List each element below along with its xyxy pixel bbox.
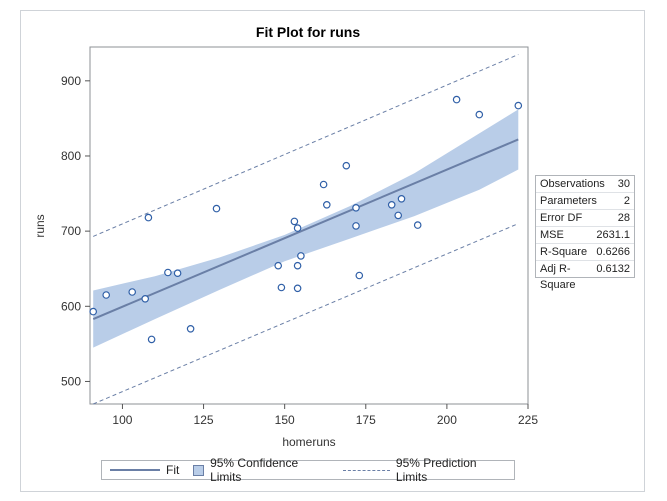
fit-statistic-row: Observations 30: [536, 176, 634, 192]
legend-confidence-swatch: [193, 464, 205, 476]
x-tick-label: 200: [437, 413, 457, 427]
y-tick-label: 700: [61, 224, 81, 238]
fit-statistic-value: 2: [623, 195, 630, 207]
prediction-limit-upper: [93, 54, 519, 237]
data-point: [413, 221, 422, 229]
fit-statistic-label: Error DF: [540, 212, 583, 224]
data-point: [89, 307, 98, 316]
y-tick-label: 500: [61, 374, 81, 388]
fit-statistic-value: 0.6132: [596, 263, 630, 275]
data-point: [352, 222, 360, 230]
data-points-layer: [89, 95, 523, 344]
fit-statistic-label: Parameters: [540, 195, 597, 207]
fit-statistic-row: Adj R-Square 0.6132: [536, 260, 634, 291]
data-point: [514, 101, 523, 110]
legend-prediction-label: 95% Prediction Limits: [395, 456, 477, 484]
fit-statistic-row: MSE 2631.1: [536, 226, 634, 243]
fit-statistic-row: Parameters 2: [536, 192, 634, 209]
prediction-limits-layer: [93, 54, 519, 405]
data-point: [387, 201, 396, 209]
fit-line-layer: [92, 138, 519, 320]
fit-statistic-label: MSE: [540, 229, 564, 241]
y-tick-label: 600: [61, 299, 81, 313]
data-point: [319, 180, 328, 189]
legend-fit-label: Fit: [166, 463, 180, 477]
data-point: [293, 284, 302, 293]
chart-title: Fit Plot for runs: [256, 24, 360, 40]
fit-statistic-value: 2631.1: [596, 229, 630, 241]
data-point: [342, 161, 351, 170]
x-tick-label: 100: [112, 413, 132, 427]
legend-item-confidence: 95% Confidence Limits: [193, 456, 329, 484]
legend-item-prediction: 95% Prediction Limits: [343, 456, 508, 484]
x-tick-label: 175: [356, 413, 376, 427]
data-point: [394, 211, 403, 220]
data-point: [102, 291, 111, 299]
legend: Fit 95% Confidence Limits 95% Prediction…: [101, 456, 515, 484]
data-point: [141, 294, 150, 303]
fit-statistic-label: Adj R-Square: [540, 263, 576, 291]
legend-prediction-swatch: [343, 469, 390, 471]
data-point: [147, 335, 156, 344]
y-axis-label: runs: [33, 214, 47, 237]
fit-statistic-value: 30: [617, 178, 630, 190]
legend-item-fit: Fit: [110, 463, 179, 477]
x-tick-label: 225: [518, 413, 538, 427]
fit-line: [92, 138, 519, 320]
data-point: [452, 95, 461, 104]
y-axis: 500 600 700 800 900: [61, 74, 90, 388]
data-point: [290, 217, 299, 226]
fit-statistics-table: Observations 30 Parameters 2 Error DF 28 MSE 26…: [535, 175, 635, 291]
x-tick-label: 150: [275, 413, 295, 427]
fit-statistic-value: 28: [617, 212, 630, 224]
x-axis-label: homeruns: [282, 435, 335, 449]
x-tick-label: 125: [194, 413, 214, 427]
y-tick-label: 900: [61, 74, 81, 88]
x-axis: 100 125 150 175 200 225: [112, 404, 538, 427]
fit-statistic-label: Observations: [540, 178, 605, 190]
data-point: [277, 283, 286, 292]
data-point: [352, 204, 360, 212]
fit-statistic-row: R-Square 0.6266: [536, 243, 634, 260]
data-point: [355, 271, 364, 280]
data-point: [297, 252, 305, 260]
data-point: [293, 261, 302, 270]
data-point: [397, 195, 406, 203]
data-point: [164, 268, 172, 277]
data-point: [274, 261, 283, 270]
data-point: [173, 269, 182, 278]
data-point: [322, 201, 331, 209]
data-point: [212, 204, 221, 213]
data-point: [186, 324, 195, 333]
fit-statistic-row: Error DF 28: [536, 209, 634, 226]
data-point: [128, 288, 137, 296]
data-point: [293, 224, 302, 232]
fit-statistic-label: R-Square: [540, 246, 588, 258]
legend-fit-swatch: [110, 469, 160, 471]
legend-confidence-label: 95% Confidence Limits: [210, 456, 299, 484]
data-point: [144, 213, 153, 222]
data-point: [475, 110, 484, 119]
y-tick-label: 800: [61, 149, 81, 163]
fit-statistic-value: 0.6266: [596, 246, 630, 258]
